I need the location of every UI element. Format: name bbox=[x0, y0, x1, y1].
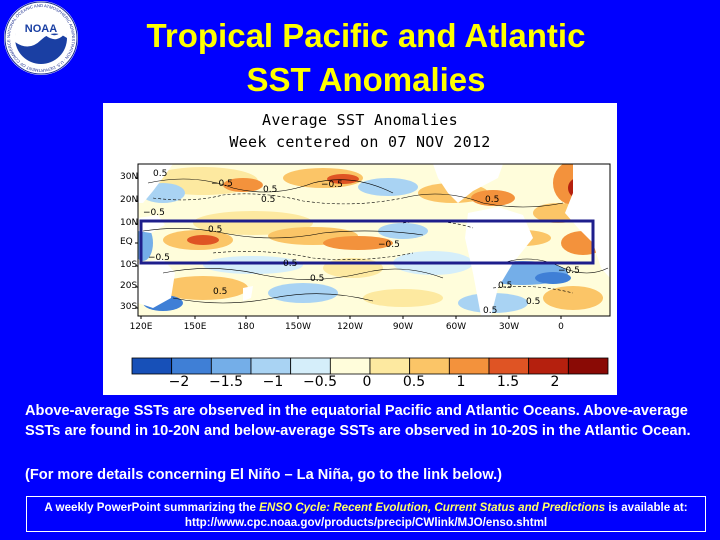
contour-label: −0.5 bbox=[211, 179, 233, 189]
colorbar-swatch bbox=[131, 357, 173, 375]
contour-label: 0.5 bbox=[263, 185, 278, 195]
land-new-zealand bbox=[243, 286, 253, 301]
colorbar-swatch bbox=[528, 357, 569, 375]
colorbar-label: 2 bbox=[550, 374, 560, 390]
contour-label: 0.5 bbox=[485, 195, 500, 205]
contour-label: 0.5 bbox=[213, 287, 228, 297]
colorbar-swatch bbox=[329, 357, 371, 375]
colorbar-swatch bbox=[409, 357, 450, 375]
contour-label: 0.5 bbox=[498, 281, 513, 291]
lat-label: EQ bbox=[120, 237, 133, 247]
contour-label: 0.5 bbox=[153, 169, 168, 179]
land-asia bbox=[138, 164, 173, 203]
lon-label: 120E bbox=[129, 322, 153, 332]
lat-label: 20N bbox=[120, 195, 139, 205]
sst-anomaly-map bbox=[131, 163, 611, 375]
colorbar-swatch bbox=[488, 357, 530, 375]
lon-label: 150W bbox=[284, 322, 312, 332]
colorbar-swatch bbox=[171, 357, 212, 375]
contour-label: −0.5 bbox=[143, 208, 165, 218]
land-australia bbox=[138, 259, 175, 308]
equatorial-highlight-box bbox=[139, 219, 595, 265]
figure-title-line2: Week centered on 07 NOV 2012 bbox=[229, 133, 491, 151]
colorbar-label: 1 bbox=[456, 374, 466, 390]
noaa-logo: NOAA NATIONAL OCEANIC AND ATMOSPHERIC AD… bbox=[4, 1, 78, 75]
lat-label: 10S bbox=[120, 260, 138, 270]
footer-line-1: A weekly PowerPoint summarizing the ENSO… bbox=[27, 500, 705, 515]
colorbar-label: −1 bbox=[262, 374, 284, 390]
contour-label: 0.5 bbox=[208, 225, 223, 235]
footer-suffix: is available at: bbox=[605, 501, 688, 514]
contour-label: 0.5 bbox=[261, 195, 276, 205]
sst-anomaly-figure: Average SST Anomalies Week centered on 0… bbox=[103, 103, 617, 395]
land-north-america bbox=[433, 164, 503, 203]
lat-label: 30N bbox=[120, 172, 139, 182]
contour-label: 0.5 bbox=[483, 306, 498, 316]
footer-url[interactable]: http://www.cpc.noaa.gov/products/precip/… bbox=[184, 516, 548, 529]
lon-label: 90W bbox=[392, 322, 414, 332]
lon-label: 180 bbox=[237, 322, 255, 332]
noaa-logo-text: NOAA bbox=[25, 23, 57, 35]
lat-label: 30S bbox=[120, 302, 138, 312]
lon-label: 30W bbox=[498, 322, 520, 332]
description-paragraph-1: Above-average SSTs are observed in the e… bbox=[25, 403, 691, 439]
lon-label: 150E bbox=[183, 322, 207, 332]
colorbar-label: −0.5 bbox=[303, 374, 337, 390]
enso-cycle-link[interactable]: ENSO Cycle: Recent Evolution, Current St… bbox=[259, 501, 606, 514]
lon-label: 120W bbox=[336, 322, 364, 332]
lat-label: 20S bbox=[120, 281, 138, 291]
lon-label: 0 bbox=[558, 322, 564, 332]
colorbar-label: 1.5 bbox=[496, 374, 520, 390]
slide-title: Tropical Pacific and Atlantic SST Anomal… bbox=[0, 14, 720, 102]
footer-box: A weekly PowerPoint summarizing the ENSO… bbox=[26, 496, 706, 532]
colorbar-swatch bbox=[448, 357, 490, 375]
contour-label: −0.5 bbox=[321, 180, 343, 190]
colorbar-swatch bbox=[369, 357, 411, 375]
colorbar-swatch bbox=[290, 357, 331, 375]
contour-label: 0.5 bbox=[310, 274, 325, 284]
slide-title-line1: Tropical Pacific and Atlantic bbox=[146, 17, 586, 54]
footer-prefix: A weekly PowerPoint summarizing the bbox=[44, 501, 260, 514]
contour-label: −0.5 bbox=[148, 253, 170, 263]
lat-label: 10N bbox=[120, 218, 139, 228]
contour-label: −0.5 bbox=[558, 266, 580, 276]
colorbar bbox=[131, 357, 609, 375]
colorbar-label: 0.5 bbox=[402, 374, 426, 390]
figure-title-line1: Average SST Anomalies bbox=[262, 111, 458, 129]
contour-label: 0.5 bbox=[283, 259, 298, 269]
colorbar-label: 0 bbox=[362, 374, 372, 390]
contour-label: −0.5 bbox=[378, 240, 400, 250]
colorbar-swatch bbox=[567, 357, 609, 375]
colorbar-swatch bbox=[210, 357, 252, 375]
lon-label: 60W bbox=[445, 322, 467, 332]
contour-label: 0.5 bbox=[526, 297, 541, 307]
description-paragraph-2: (For more details concerning El Niño – L… bbox=[25, 467, 503, 483]
colorbar-label: −1.5 bbox=[209, 374, 243, 390]
colorbar-label: −2 bbox=[168, 374, 190, 390]
slide-title-line2: SST Anomalies bbox=[246, 61, 486, 98]
colorbar-swatch bbox=[250, 357, 292, 375]
